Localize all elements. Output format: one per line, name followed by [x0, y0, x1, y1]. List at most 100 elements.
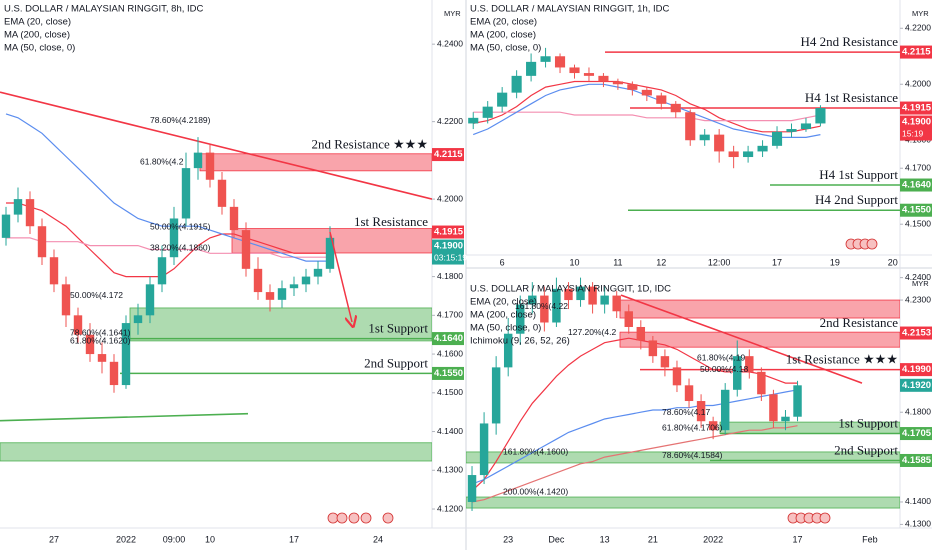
candle-body — [482, 106, 493, 118]
price-badge-label: 4.1990 — [902, 364, 931, 375]
candle-body — [13, 199, 23, 215]
candle-body — [612, 295, 621, 312]
candle-body — [511, 75, 522, 93]
price-badge-label: 4.1915 — [434, 227, 464, 238]
candle-body — [648, 340, 658, 357]
currency-label: MYR — [444, 9, 461, 18]
x-tick-label: 12:00 — [708, 257, 731, 267]
price-badge-label: 4.1915 — [902, 103, 932, 114]
x-tick-label: 11 — [613, 257, 622, 267]
candle-body — [743, 151, 754, 158]
candle-body — [583, 73, 595, 76]
countdown-label: 03:15:19 — [434, 252, 467, 262]
candle-body — [468, 117, 479, 124]
candle-body — [217, 179, 227, 207]
x-tick-label: 10 — [569, 257, 579, 267]
plot-area: 161.80%(4.22 127.20%(4.2 61.80%(4.19 50.00%… — [466, 277, 900, 511]
level-annotation: 2nd Support — [364, 355, 428, 370]
candle-body — [800, 123, 812, 130]
price-badge — [432, 332, 464, 346]
y-tick-label: 4.1300 — [437, 465, 463, 475]
y-tick-label: 4.1200 — [437, 503, 463, 513]
candle-body — [708, 421, 718, 431]
level-annotation: 1st Resistance ★★★ — [786, 352, 898, 367]
candle-body — [598, 75, 609, 82]
moving-average — [471, 425, 798, 503]
y-tick-label: 4.2200 — [905, 23, 931, 33]
price-badge-label: 4.1640 — [902, 180, 931, 191]
price-badge — [432, 239, 464, 265]
candle-body — [540, 56, 551, 62]
price-badge — [900, 427, 932, 441]
candle-body — [85, 334, 95, 355]
y-tick-label: 4.1300 — [905, 519, 931, 529]
candle-body — [685, 112, 696, 141]
y-tick-label: 4.1400 — [437, 426, 463, 436]
candle-body — [241, 230, 251, 269]
trend-line — [0, 91, 432, 200]
legend-title: U.S. DOLLAR / MALAYSIAN RINGGIT, 1h, IDC — [470, 4, 670, 15]
candle-body — [540, 295, 549, 323]
fib-label: 61.80%(4.19 — [697, 352, 745, 362]
price-badge-label: 4.2115 — [434, 149, 463, 160]
price-badge — [432, 148, 464, 162]
candle-body — [815, 108, 826, 124]
currency-label: MYR — [912, 9, 929, 18]
moving-average — [473, 111, 821, 122]
price-badge-label: 4.1900 — [902, 117, 931, 128]
level-annotation: H4 1st Resistance — [805, 90, 898, 105]
candle-body — [526, 61, 537, 76]
candle-body — [467, 475, 477, 502]
x-tick-label: 09:00 — [163, 534, 186, 544]
price-badge-label: 4.1640 — [434, 333, 463, 344]
candle-body — [157, 257, 167, 285]
x-tick-label: 12 — [656, 257, 666, 267]
legend-entry: MA (200, close) — [4, 30, 70, 41]
candle-body — [133, 315, 143, 324]
x-tick-label: Feb — [862, 534, 878, 544]
candle-body — [656, 95, 667, 104]
level-annotation: H4 2nd Resistance — [801, 34, 899, 49]
candle-body — [757, 145, 768, 152]
candle-body — [627, 84, 638, 90]
candle-body — [503, 333, 513, 368]
y-tick-label: 4.2000 — [905, 79, 931, 89]
fib-label: 161.80%(4.1600) — [503, 446, 568, 456]
zone — [466, 496, 900, 509]
zone — [0, 442, 432, 462]
candle-body — [552, 288, 561, 323]
candle-body — [576, 286, 585, 301]
y-tick-label: 4.2000 — [437, 193, 463, 203]
y-tick-label: 4.2400 — [437, 38, 463, 48]
fib-label: 78.60%(4.1584) — [662, 450, 723, 460]
candle-body — [145, 284, 155, 316]
candle-body — [745, 356, 754, 372]
candle-body — [569, 67, 580, 74]
y-tick-label: 4.2300 — [905, 294, 931, 304]
candle-body — [516, 304, 525, 334]
fib-label: 127.20%(4.2 — [568, 327, 616, 337]
price-badge-label: 4.1920 — [902, 380, 931, 391]
candle-body — [769, 394, 778, 422]
candle-body — [313, 268, 323, 277]
candle-body — [181, 168, 191, 219]
price-badge-label: 4.1705 — [902, 428, 932, 439]
x-tick-label: 27 — [49, 534, 59, 544]
x-tick-label: 2022 — [116, 534, 136, 544]
candle-body — [491, 367, 501, 424]
legend-entry: EMA (20, close) — [470, 297, 537, 308]
level-annotation: 2nd Resistance — [820, 315, 899, 330]
moving-average — [6, 237, 330, 258]
candle-body — [696, 401, 706, 422]
moving-average — [471, 337, 798, 492]
x-tick-label: 23 — [503, 534, 513, 544]
x-tick-label: 24 — [373, 534, 383, 544]
price-badge-label: 4.1550 — [434, 368, 463, 379]
price-badge — [900, 101, 932, 115]
candle-body — [672, 367, 682, 386]
x-tick-label: 10 — [205, 534, 215, 544]
price-badge — [900, 115, 932, 141]
fib-label: 61.80%(4.1620) — [70, 336, 131, 346]
candle-body — [670, 103, 681, 113]
